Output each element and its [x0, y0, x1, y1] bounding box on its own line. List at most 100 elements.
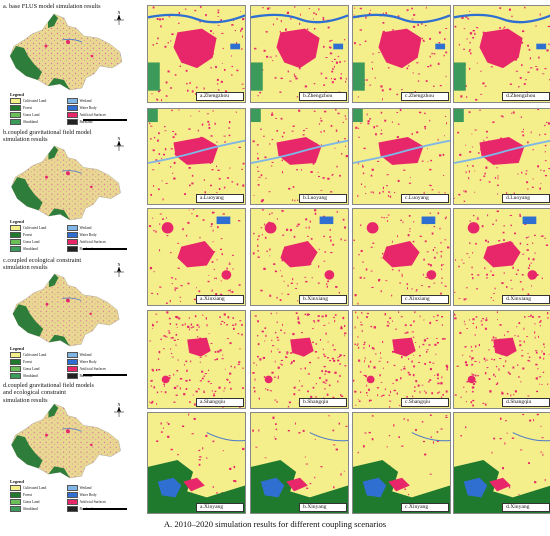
land-use-map — [353, 311, 450, 408]
tile-label: a.Luoyang — [196, 194, 244, 203]
swatch — [66, 112, 78, 119]
swatch — [10, 239, 21, 246]
land-use-map — [353, 209, 450, 305]
legend-item: Cultivated Land — [10, 485, 64, 492]
swatch — [10, 485, 21, 492]
legend-item: Forest — [10, 492, 64, 499]
land-use-map — [148, 311, 245, 408]
tile-label: a.Xinyang — [196, 503, 244, 512]
swatch — [10, 499, 21, 506]
swatch — [66, 506, 78, 513]
tile-label: c.Zhengzhou — [401, 92, 449, 101]
tile-label: d.Zhengzhou — [502, 92, 550, 101]
tile-label: d.Luoyang — [502, 194, 550, 203]
swatch — [10, 246, 21, 253]
scale-bar — [83, 374, 127, 377]
swatch — [10, 366, 21, 373]
map-tile: a.Luoyang — [147, 108, 246, 205]
tile-label: c.Xinxiang — [401, 295, 449, 304]
province-map — [10, 145, 122, 221]
map-tile: b.Zhengzhou — [250, 5, 349, 103]
tile-label: b.Zhengzhou — [299, 92, 347, 101]
legend: Legend Cultivated Land Wetland Forest Wa… — [10, 92, 121, 126]
legend-item: Shrubland — [10, 506, 64, 513]
tile-label: d.Xinyang — [502, 503, 550, 512]
north-arrow-icon: N — [114, 262, 124, 277]
land-use-map — [148, 209, 245, 305]
legend-item: Grass Land — [10, 366, 64, 373]
scenario-column: a. base FLUS model simulation results N … — [0, 0, 145, 515]
swatch — [10, 492, 21, 499]
swatch — [66, 232, 78, 239]
legend-item: Water Body — [66, 492, 121, 499]
swatch — [10, 232, 21, 239]
map-tile: d.Luoyang — [453, 108, 550, 205]
north-arrow-icon: N — [114, 10, 124, 25]
swatch — [66, 492, 78, 499]
tile-label: c.Xinyang — [401, 503, 449, 512]
legend-item: Forest — [10, 105, 64, 112]
map-tile: a.Shangqiu — [147, 310, 246, 409]
legend-item: Artificial Surfaces — [66, 239, 121, 246]
swatch — [66, 239, 78, 246]
swatch — [10, 112, 21, 119]
legend-title: Legend — [10, 92, 24, 97]
svg-text:N: N — [118, 136, 121, 141]
tile-label: b.Shangqiu — [299, 398, 347, 407]
legend-item: Bareland — [66, 119, 121, 126]
swatch — [66, 98, 78, 105]
swatch — [66, 119, 78, 126]
tile-label: a.Zhengzhou — [196, 92, 244, 101]
swatch — [66, 359, 78, 366]
land-use-map — [148, 413, 245, 513]
map-tile: c.Shangqiu — [352, 310, 451, 409]
swatch — [10, 352, 21, 359]
legend-item: Water Body — [66, 359, 121, 366]
map-tile: d.Shangqiu — [453, 310, 550, 409]
swatch — [66, 373, 78, 380]
land-use-map — [251, 209, 348, 305]
land-use-map — [454, 311, 550, 408]
tile-label: d.Xinxiang — [502, 295, 550, 304]
scenario-title: b.coupled gravitational field model simu… — [3, 129, 92, 144]
map-tile: b.Xinyang — [250, 412, 349, 514]
scenario-title: a. base FLUS model simulation results — [3, 3, 101, 10]
svg-text:N: N — [118, 10, 121, 15]
land-use-map — [251, 311, 348, 408]
legend-item: Bareland — [66, 373, 121, 380]
land-use-map — [148, 6, 245, 102]
land-use-map — [454, 109, 550, 204]
legend-item: Water Body — [66, 232, 121, 239]
legend-item: Shrubland — [10, 246, 64, 253]
map-tile: c.Luoyang — [352, 108, 451, 205]
land-use-map — [148, 109, 245, 204]
tile-label: a.Xinxiang — [196, 295, 244, 304]
swatch — [66, 485, 78, 492]
scenario-title: c.coupled ecological constraint simulati… — [3, 257, 82, 272]
tile-label: a.Shangqiu — [196, 398, 244, 407]
north-arrow-icon: N — [114, 402, 124, 417]
swatch — [10, 98, 21, 105]
tile-label: b.Xinyang — [299, 503, 347, 512]
map-tile: d.Xinyang — [453, 412, 550, 514]
legend-item: Grass Land — [10, 239, 64, 246]
legend-item: Grass Land — [10, 499, 64, 506]
scale-bar — [83, 248, 127, 251]
scenario-a: a. base FLUS model simulation results N … — [0, 0, 145, 126]
legend-item: Forest — [10, 359, 64, 366]
province-map — [10, 403, 122, 479]
land-use-map — [251, 6, 348, 102]
swatch — [66, 366, 78, 373]
map-tile: a.Xinyang — [147, 412, 246, 514]
legend-item: Wetland — [66, 485, 121, 492]
map-tile: a.Zhengzhou — [147, 5, 246, 103]
tile-label: b.Luoyang — [299, 194, 347, 203]
land-use-map — [353, 413, 450, 513]
map-tile: b.Luoyang — [250, 108, 349, 205]
legend-item: Water Body — [66, 105, 121, 112]
map-tile: d.Zhengzhou — [453, 5, 550, 103]
scale-bar — [83, 508, 127, 511]
map-tile: c.Xinyang — [352, 412, 451, 514]
land-use-map — [454, 6, 550, 102]
north-arrow-icon: N — [114, 136, 124, 151]
